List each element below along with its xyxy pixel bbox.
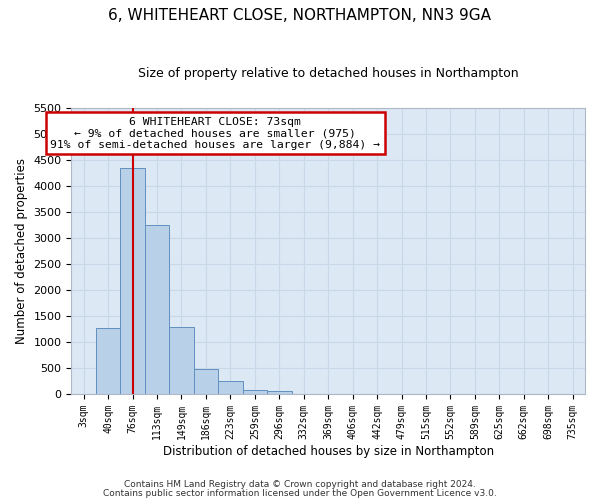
Text: Contains HM Land Registry data © Crown copyright and database right 2024.: Contains HM Land Registry data © Crown c… — [124, 480, 476, 489]
Bar — [218, 382, 242, 394]
X-axis label: Distribution of detached houses by size in Northampton: Distribution of detached houses by size … — [163, 444, 494, 458]
Text: 6 WHITEHEART CLOSE: 73sqm
← 9% of detached houses are smaller (975)
91% of semi-: 6 WHITEHEART CLOSE: 73sqm ← 9% of detach… — [50, 116, 380, 150]
Text: 6, WHITEHEART CLOSE, NORTHAMPTON, NN3 9GA: 6, WHITEHEART CLOSE, NORTHAMPTON, NN3 9G… — [109, 8, 491, 22]
Bar — [267, 392, 292, 394]
Y-axis label: Number of detached properties: Number of detached properties — [15, 158, 28, 344]
Text: Contains public sector information licensed under the Open Government Licence v3: Contains public sector information licen… — [103, 488, 497, 498]
Bar — [194, 369, 218, 394]
Title: Size of property relative to detached houses in Northampton: Size of property relative to detached ho… — [138, 68, 518, 80]
Bar — [242, 390, 267, 394]
Bar — [169, 327, 194, 394]
Bar — [96, 328, 121, 394]
Bar — [121, 168, 145, 394]
Bar — [145, 225, 169, 394]
